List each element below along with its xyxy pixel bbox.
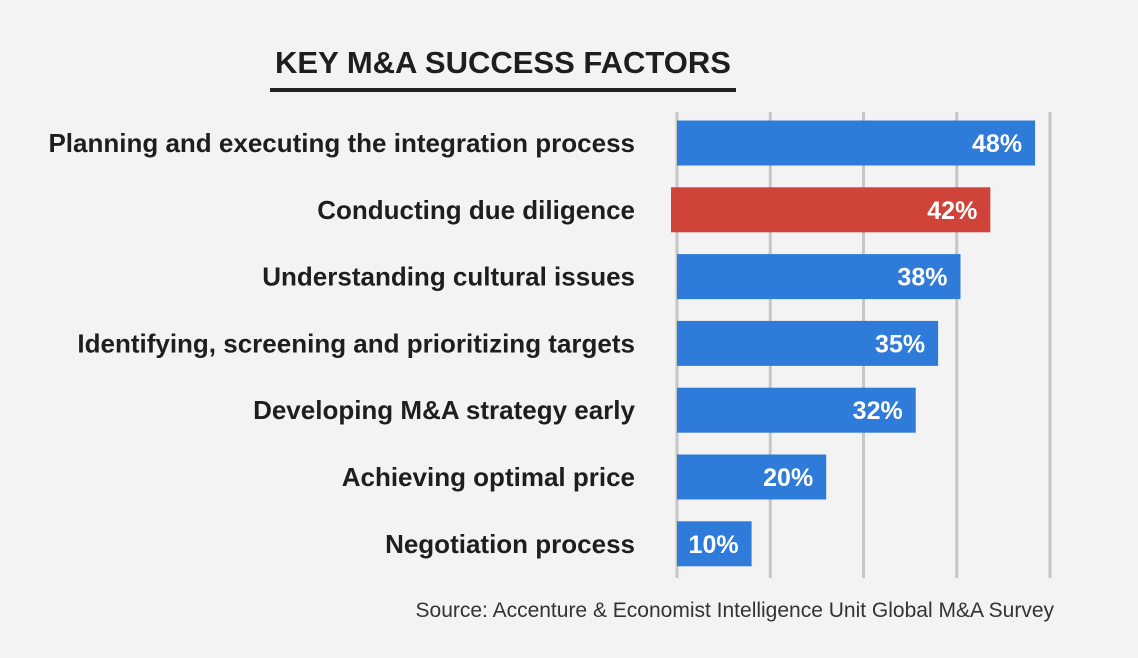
bar [677, 120, 1036, 166]
category-label: Negotiation process [385, 529, 635, 559]
source-note: Source: Accenture & Economist Intelligen… [416, 599, 1055, 622]
bar-value-label: 20% [763, 464, 813, 492]
bar-value-label: 38% [897, 264, 947, 292]
category-label: Planning and executing the integration p… [48, 128, 635, 158]
category-label: Understanding cultural issues [262, 262, 635, 292]
bar-value-label: 35% [875, 330, 925, 358]
category-label: Developing M&A strategy early [253, 395, 635, 425]
bars-layer: 48% 42% 38% 35% 32% 20% 10% [671, 120, 1036, 567]
category-label: Achieving optimal price [342, 462, 635, 492]
bar [677, 387, 916, 433]
bar-value-label: 32% [853, 397, 903, 425]
bar [671, 187, 991, 233]
bar-value-label: 42% [927, 197, 977, 225]
bar [677, 521, 752, 567]
category-labels: Planning and executing the integration p… [48, 128, 635, 559]
bar [677, 254, 961, 300]
bar-value-label: 10% [689, 531, 739, 559]
category-label: Conducting due diligence [317, 195, 635, 225]
bar [677, 320, 939, 366]
bar-value-label: 48% [972, 130, 1022, 158]
category-label: Identifying, screening and prioritizing … [77, 328, 635, 358]
chart-title: KEY M&A SUCCESS FACTORS [275, 45, 731, 80]
bar [677, 454, 827, 500]
title-underline [270, 88, 736, 92]
